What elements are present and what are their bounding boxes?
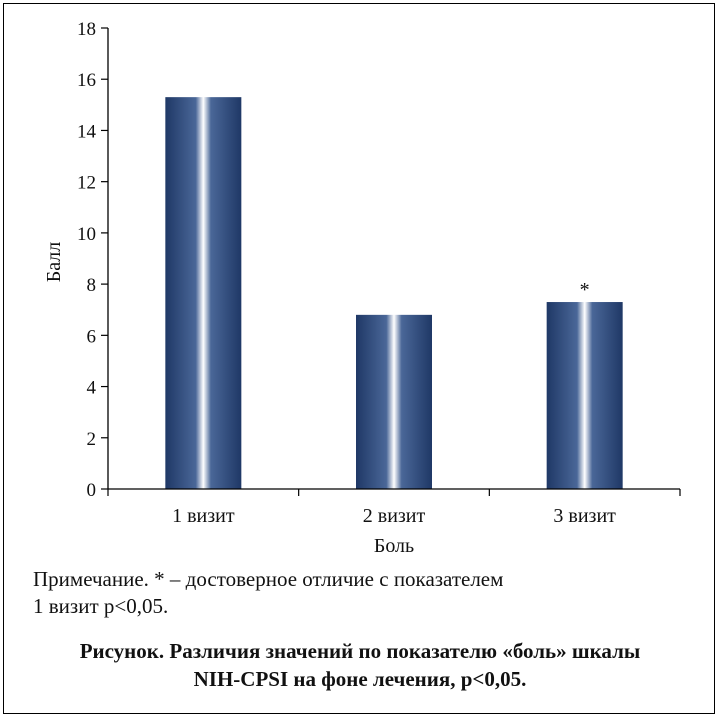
y-tick-label: 16 (77, 70, 96, 91)
bar (546, 302, 623, 489)
axes-group: 0 2 4 6 8 10 12 14 16 18 1 визит 2 визит 3 визит * (77, 19, 681, 527)
y-axis-label: Балл (43, 242, 65, 283)
y-tick-label: 10 (77, 224, 96, 245)
x-tick-label: 3 визит (553, 505, 616, 527)
y-tick-label: 0 (87, 480, 97, 501)
x-tick-label: 2 визит (363, 505, 426, 527)
x-axis-label: Боль (374, 535, 414, 557)
bars-group (165, 97, 623, 490)
bar (356, 314, 432, 489)
chart-note: Примечание. * – достоверное отличие с по… (33, 566, 693, 620)
significance-marker: * (580, 279, 590, 301)
bar-chart: 0 2 4 6 8 10 12 14 16 18 1 визит 2 визит 3 визит * Ба… (43, 19, 681, 557)
note-line-1: Примечание. * – достоверное отличие с по… (33, 567, 504, 591)
y-tick-label: 6 (87, 326, 97, 347)
y-tick-label: 8 (87, 275, 97, 296)
note-line-2: 1 визит p<0,05. (33, 594, 169, 618)
caption-line-2: NIH-CPSI на фоне лечения, p<0,05. (193, 667, 527, 691)
caption-line-1: Рисунок. Различия значений по показателю… (79, 639, 641, 663)
x-tick-label: 1 визит (172, 505, 235, 527)
y-tick-label: 2 (87, 429, 97, 450)
y-tick-label: 4 (87, 378, 97, 399)
y-tick-label: 14 (77, 121, 97, 142)
y-tick-label: 12 (77, 173, 96, 194)
bar (165, 97, 242, 490)
y-tick-label: 18 (77, 19, 96, 40)
figure-caption: Рисунок. Различия значений по показателю… (10, 637, 710, 693)
